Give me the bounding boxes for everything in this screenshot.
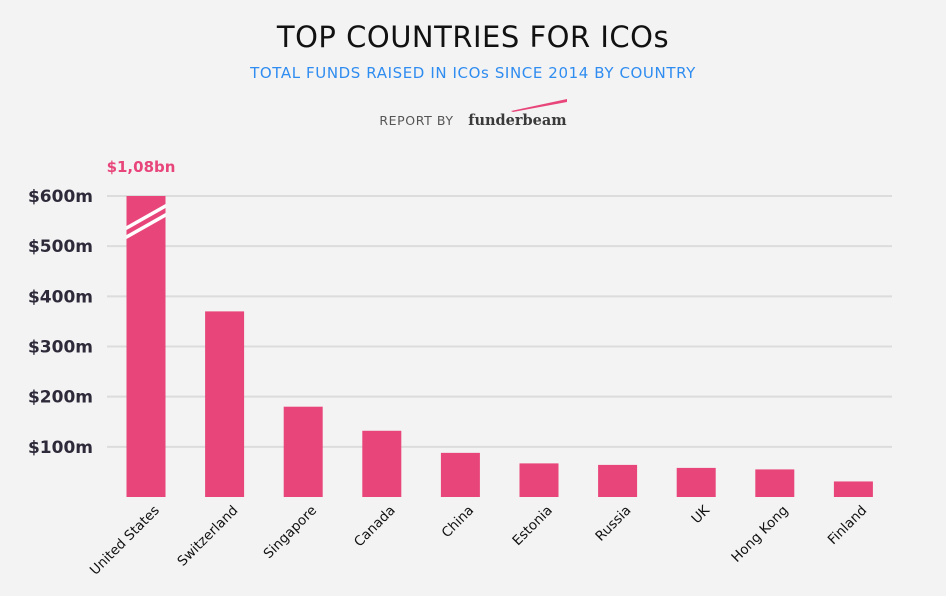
chart-subtitle: TOTAL FUNDS RAISED IN ICOs SINCE 2014 BY… bbox=[250, 64, 696, 82]
bar-canada bbox=[362, 430, 402, 497]
value-annotation: $1,08bn bbox=[107, 158, 176, 176]
x-tick-label: Hong Kong bbox=[728, 503, 791, 566]
y-axis: $100m $200m $300m $400m $500m $600m bbox=[28, 187, 93, 458]
bar-hong-kong bbox=[755, 469, 795, 497]
logo-swoosh-icon bbox=[510, 99, 567, 112]
report-byline: REPORT BY funderbeam bbox=[0, 99, 946, 129]
y-tick-label: $200m bbox=[28, 388, 93, 408]
x-tick-label: Russia bbox=[592, 503, 634, 545]
y-tick-label: $600m bbox=[28, 187, 93, 207]
x-axis: United States Switzerland Singapore Canada C… bbox=[87, 502, 870, 579]
x-tick-label: China bbox=[439, 503, 478, 542]
x-tick-label: United States bbox=[87, 503, 163, 579]
annotations: $1,08bn bbox=[107, 158, 176, 176]
bar-united-states bbox=[126, 196, 166, 497]
x-tick-label: UK bbox=[688, 502, 713, 527]
x-tick-label: Finland bbox=[825, 503, 870, 548]
axis-break-stripe bbox=[126, 204, 166, 230]
bar-china bbox=[440, 452, 480, 497]
x-tick-label: Singapore bbox=[261, 503, 320, 562]
axis-break-stripe bbox=[126, 213, 166, 239]
x-tick-label: Switzerland bbox=[174, 503, 241, 570]
y-tick-label: $500m bbox=[28, 237, 93, 257]
brand-name: funderbeam bbox=[468, 112, 567, 129]
report-by-label: REPORT BY bbox=[379, 113, 454, 128]
y-tick-label: $300m bbox=[28, 338, 93, 358]
bar-estonia bbox=[519, 463, 559, 497]
x-tick-label: Estonia bbox=[509, 503, 555, 549]
bar-uk bbox=[676, 467, 716, 497]
y-tick-label: $100m bbox=[28, 438, 93, 458]
bars bbox=[126, 196, 873, 497]
bar-switzerland bbox=[205, 311, 245, 497]
chart-title: TOP COUNTRIES FOR ICOs bbox=[276, 20, 670, 54]
y-tick-label: $400m bbox=[28, 287, 93, 307]
bar-finland bbox=[833, 481, 873, 497]
bar-singapore bbox=[283, 406, 323, 497]
bar-russia bbox=[598, 464, 638, 497]
x-tick-label: Canada bbox=[351, 503, 399, 551]
funderbeam-logo: funderbeam bbox=[468, 99, 567, 129]
